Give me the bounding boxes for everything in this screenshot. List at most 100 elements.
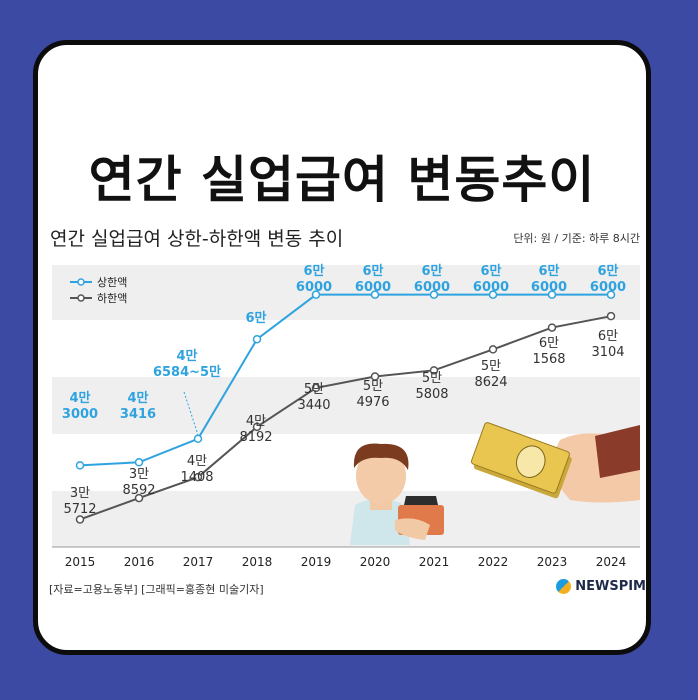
man-shirt	[350, 498, 410, 545]
background-bands	[52, 265, 640, 548]
man-face	[356, 448, 406, 504]
x-tick-2017: 2017	[183, 555, 214, 569]
lower-label-2018-1: 8192	[239, 430, 272, 445]
cash-hand-illustration	[470, 422, 640, 503]
upper-label-2015-0: 4만	[69, 390, 90, 406]
wallet-top	[404, 496, 438, 505]
lower-label-2016-0: 3만	[129, 467, 149, 482]
lower-label-2023-0: 6만	[539, 336, 559, 351]
lower-legend-marker	[77, 294, 85, 302]
x-tick-2018: 2018	[242, 555, 273, 569]
upper-label-2017-0: 4만	[176, 348, 197, 364]
lower-label-2021-1: 5808	[415, 387, 448, 402]
man-hand	[395, 518, 430, 540]
upper-point-2017	[193, 434, 203, 444]
upper-label-2022-0: 6만	[480, 263, 501, 279]
upper-label-2019-1: 6000	[296, 280, 332, 295]
lower-point-2017	[193, 472, 203, 482]
x-tick-2022: 2022	[478, 555, 509, 569]
lower-point-2018	[252, 422, 262, 432]
upper-point-2015	[75, 461, 85, 470]
lower-label-2020-0: 5만	[363, 379, 383, 394]
upper-point-2022	[488, 290, 498, 299]
band-1	[52, 377, 640, 434]
x-tick-2019: 2019	[301, 555, 332, 569]
lower-label-2017-1: 1408	[180, 470, 213, 485]
chart-subtitle: 연간 실업급여 상한-하한액 변동 추이	[50, 228, 344, 250]
upper-label-2023-0: 6만	[538, 263, 559, 279]
x-tick-2015: 2015	[65, 555, 96, 569]
upper-series-line	[79, 293, 611, 467]
label-leader-2017	[183, 391, 199, 435]
upper-label-2024-0: 6만	[597, 263, 618, 279]
lower-label-2022-1: 8624	[474, 375, 507, 390]
upper-label-2021-1: 6000	[414, 280, 450, 295]
sleeve	[595, 425, 640, 478]
upper-legend-label: 상한액	[97, 276, 127, 289]
lower-point-2022	[488, 345, 498, 354]
upper-point-2024	[606, 290, 616, 299]
illustration	[350, 422, 640, 545]
man-hair	[353, 443, 409, 470]
unit-note: 단위: 원 / 기준: 하루 8시간	[513, 232, 640, 245]
upper-label-2019-0: 6만	[303, 263, 324, 279]
lower-label-2017-0: 4만	[187, 454, 207, 469]
cash-bundle	[470, 422, 572, 499]
x-tick-2021: 2021	[419, 555, 450, 569]
lower-point-2020	[370, 372, 380, 381]
upper-point-2019	[311, 290, 321, 299]
upper-label-2017-1: 6584~5만	[153, 364, 221, 380]
upper-label-2016-1: 3416	[120, 407, 156, 422]
upper-point-2016	[134, 458, 144, 467]
lower-point-2019	[311, 383, 321, 393]
band-2	[52, 491, 640, 547]
x-tick-2020: 2020	[360, 555, 391, 569]
upper-label-2024-1: 6000	[590, 280, 626, 295]
upper-label-2023-1: 6000	[531, 280, 567, 295]
banknote-portrait	[516, 445, 546, 478]
lower-label-2015-0: 3만	[70, 486, 90, 501]
band-0	[52, 265, 640, 320]
upper-point-2021	[429, 290, 439, 299]
upper-point-2018	[252, 334, 262, 344]
source-credit: [자료=고용노동부] [그래픽=홍종현 미술기자]	[49, 583, 264, 596]
upper-label-2022-1: 6000	[473, 280, 509, 295]
upper-label-2015-1: 3000	[62, 407, 98, 422]
upper-point-2020	[370, 290, 380, 299]
newspim-logo: NEWSPIM	[556, 579, 646, 594]
x-tick-2016: 2016	[124, 555, 155, 569]
lower-point-2021	[429, 366, 439, 375]
lower-label-2019-0: 5만	[304, 382, 324, 397]
upper-label-2021-0: 6만	[421, 263, 442, 279]
x-axis: 2015 2016 2017 2018 2019 2020 2021 2022 2023 2024	[65, 555, 627, 569]
x-tick-2024: 2024	[596, 555, 627, 569]
lower-label-2022-0: 5만	[481, 359, 501, 374]
lower-label-2023-1: 1568	[532, 352, 565, 367]
infographic-card: 연간 실업급여 변동추이	[33, 40, 651, 655]
upper-legend-marker	[77, 278, 85, 286]
lower-series-line	[79, 315, 612, 521]
lower-legend-label: 하한액	[97, 291, 127, 305]
upper-label-2020-1: 6000	[355, 280, 391, 295]
newspim-logo-icon	[556, 579, 572, 594]
lower-point-2015	[75, 515, 85, 524]
lower-point-2023	[547, 323, 557, 332]
x-tick-2023: 2023	[537, 555, 568, 569]
lower-label-2021-0: 5만	[422, 371, 442, 386]
lower-point-2016	[134, 493, 144, 503]
logo-text: NEWSPIM	[575, 579, 646, 594]
lower-label-2020-1: 4976	[356, 395, 389, 410]
lower-point-2024	[606, 311, 616, 321]
lower-label-2024-1: 3104	[591, 345, 624, 360]
lower-label-2018-0: 4만	[246, 414, 266, 429]
lower-label-2016-1: 8592	[122, 483, 155, 498]
worried-man-illustration	[350, 443, 444, 545]
lower-label-2015-1: 5712	[63, 502, 96, 517]
lower-label-2019-1: 3440	[297, 398, 330, 413]
upper-point-2023	[547, 290, 557, 299]
headline: 연간 실업급여 변동추이	[88, 151, 596, 209]
upper-label-2018-0: 6만	[245, 310, 266, 326]
upper-label-2016-0: 4만	[127, 390, 148, 406]
